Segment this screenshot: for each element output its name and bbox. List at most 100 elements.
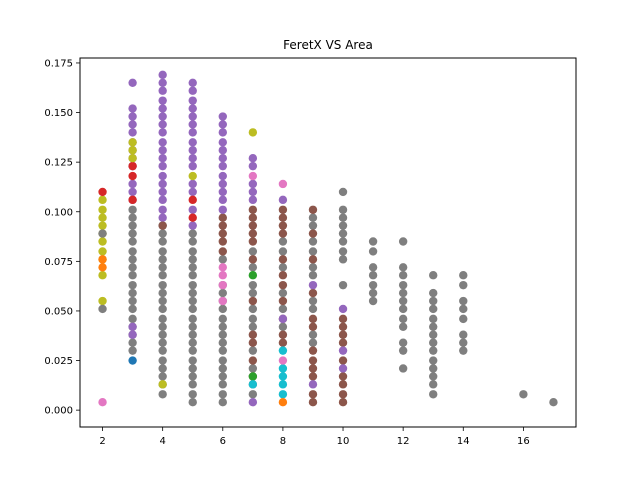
data-point <box>128 112 137 121</box>
data-point <box>278 304 288 314</box>
data-point <box>158 221 167 230</box>
data-point <box>338 314 348 324</box>
data-point <box>158 195 167 205</box>
data-point <box>218 338 227 347</box>
data-point <box>188 213 197 222</box>
data-point <box>128 304 137 314</box>
data-point <box>308 213 318 222</box>
data-point <box>278 390 288 399</box>
data-point <box>218 229 227 238</box>
data-point <box>308 372 318 381</box>
y-tick-label: 0.000 <box>44 406 73 417</box>
data-point <box>158 161 167 171</box>
data-point <box>338 237 348 246</box>
data-point <box>338 280 348 290</box>
data-point <box>128 179 137 189</box>
data-point <box>308 237 318 246</box>
data-point <box>218 263 227 272</box>
data-point <box>98 398 107 407</box>
data-point <box>158 171 167 181</box>
data-point <box>308 322 318 332</box>
data-point <box>218 364 227 373</box>
y-tick-label: 0.150 <box>44 108 73 119</box>
data-point <box>429 390 438 399</box>
data-point <box>549 398 558 407</box>
data-point <box>278 280 288 290</box>
data-point <box>218 296 227 306</box>
data-point <box>128 322 137 332</box>
data-point <box>368 237 378 246</box>
data-point <box>248 372 258 381</box>
data-point <box>308 346 318 355</box>
data-point <box>128 356 137 365</box>
data-point <box>248 330 258 339</box>
data-point <box>158 187 167 197</box>
data-point <box>158 128 167 137</box>
data-point <box>278 255 288 264</box>
data-point <box>188 356 197 365</box>
data-point <box>98 237 107 246</box>
data-point <box>338 304 348 314</box>
data-point <box>338 372 348 381</box>
data-point <box>278 372 288 381</box>
data-point <box>429 346 438 355</box>
data-point <box>459 280 468 290</box>
y-tick-label: 0.125 <box>44 158 73 169</box>
data-point <box>158 104 167 113</box>
data-point <box>188 153 197 163</box>
data-point <box>188 146 197 155</box>
data-point <box>248 153 258 163</box>
data-point <box>338 390 348 399</box>
data-point <box>338 398 348 407</box>
x-tick-label: 10 <box>337 436 350 447</box>
data-point <box>248 161 258 171</box>
data-point <box>398 346 408 355</box>
data-point <box>338 205 348 214</box>
data-point <box>278 237 288 246</box>
data-point <box>248 356 258 365</box>
data-point <box>188 86 197 95</box>
data-point <box>278 296 288 306</box>
data-point <box>188 120 197 129</box>
y-tick-label: 0.075 <box>44 257 73 268</box>
data-point <box>128 146 137 155</box>
data-point <box>218 304 227 314</box>
data-point <box>248 314 258 324</box>
data-point <box>128 138 137 147</box>
data-point <box>218 372 227 381</box>
data-point <box>278 179 288 189</box>
data-point <box>128 128 137 137</box>
data-point <box>278 288 288 298</box>
data-point <box>128 247 137 256</box>
data-point <box>338 255 348 264</box>
data-point <box>248 263 258 272</box>
data-point <box>188 221 197 230</box>
data-point <box>188 128 197 137</box>
data-point <box>218 288 227 298</box>
data-point <box>248 171 258 181</box>
data-point <box>338 338 348 347</box>
data-point <box>218 112 227 121</box>
data-point <box>398 288 408 298</box>
data-point <box>158 346 167 355</box>
data-point <box>128 346 137 355</box>
data-point <box>398 280 408 290</box>
data-point <box>158 229 167 238</box>
data-point <box>218 138 227 147</box>
data-point <box>308 380 318 389</box>
data-point <box>98 263 107 272</box>
data-point <box>158 138 167 147</box>
data-point <box>459 314 468 324</box>
data-point <box>218 171 227 181</box>
data-point <box>278 221 288 230</box>
data-point <box>368 280 378 290</box>
data-point <box>218 330 227 339</box>
data-point <box>248 338 258 347</box>
data-point <box>308 364 318 373</box>
data-point <box>308 398 318 407</box>
data-point <box>128 205 137 214</box>
data-point <box>188 271 197 280</box>
data-point <box>248 322 258 332</box>
data-point <box>218 398 227 407</box>
data-point <box>98 195 107 205</box>
